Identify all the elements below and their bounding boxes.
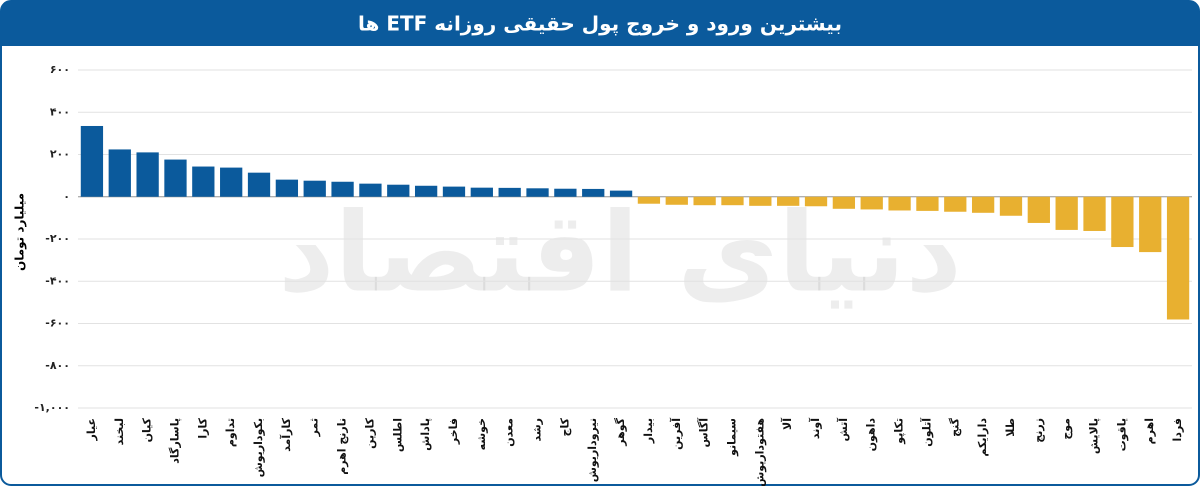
bar (303, 180, 326, 197)
x-tick-label: سیمانو (725, 418, 738, 457)
bar (108, 149, 131, 197)
bar (916, 196, 939, 211)
x-tick-label: طلا (1004, 418, 1017, 437)
x-tick-label: معدن (503, 418, 516, 447)
y-tick-label: -۴۰۰ (45, 274, 70, 287)
y-tick-label: ۶۰۰ (50, 63, 70, 76)
x-tick-label: کیان (141, 417, 154, 442)
x-tick-label: بیدار (642, 418, 655, 444)
x-tick-label: آگاس (697, 418, 711, 448)
x-tick-label: پالایش (1088, 418, 1101, 454)
x-tick-label: داهون (865, 418, 878, 452)
watermark: دنیای اقتصاد (278, 188, 962, 316)
bar (1055, 196, 1078, 230)
bar (275, 179, 299, 197)
x-tick-label: گوهر (614, 417, 627, 446)
bar (1139, 196, 1162, 253)
bar (1166, 196, 1190, 320)
x-tick-label: یاقوت (1115, 418, 1128, 451)
bar (470, 187, 493, 197)
x-tick-label: پاداش (419, 418, 432, 451)
x-tick-label: پاسارگاد (168, 418, 181, 464)
bar (1083, 196, 1106, 231)
x-tick-label: آفرین (669, 418, 683, 450)
bar (637, 196, 661, 204)
x-tick-label: دارایکم (976, 418, 989, 457)
bar (693, 196, 716, 206)
y-tick-label: ۴۰۰ (50, 105, 70, 118)
bar (331, 181, 354, 197)
x-tick-label: اطلس (391, 418, 404, 452)
x-tick-label: آتش (836, 418, 850, 442)
x-tick-label: بکوداریوش (252, 418, 265, 477)
x-tick-label: اهرم (1143, 418, 1156, 444)
x-tick-label: کارا (196, 417, 209, 438)
bar (749, 196, 772, 206)
bar (1027, 196, 1050, 223)
y-tick-label: -۱,۰۰۰ (34, 401, 70, 414)
bar (888, 196, 911, 211)
y-tick-label: -۲۰۰ (45, 232, 70, 245)
y-tick-label: -۸۰۰ (45, 359, 70, 372)
y-tick-label: ۲۰۰ (50, 148, 70, 161)
bar (665, 196, 688, 205)
x-tick-label: تکاپو (893, 418, 906, 445)
x-tick-label: موج (1060, 418, 1074, 440)
bar (999, 196, 1023, 216)
bar (247, 172, 271, 197)
x-tick-label: فردا (1171, 418, 1184, 441)
bar (498, 187, 521, 197)
y-tick-label: -۶۰۰ (45, 317, 70, 330)
bar (609, 190, 633, 197)
x-tick-label: عیار (85, 418, 98, 441)
y-axis-label: میلیارد تومان (13, 193, 28, 271)
y-tick-label: ۰ (63, 190, 70, 203)
bar (944, 196, 967, 212)
x-tick-label: آلا (780, 418, 794, 430)
bar (359, 183, 382, 197)
bar (192, 166, 215, 197)
bar (414, 185, 438, 197)
x-tick-label: نیروداریوش (586, 418, 599, 482)
x-tick-label: کاج (558, 417, 572, 436)
x-tick-label: تداوم (224, 418, 237, 447)
bar (220, 167, 243, 197)
x-tick-label: هفتوداریوش (753, 418, 766, 486)
bar (164, 159, 187, 197)
bar (387, 184, 410, 197)
bar (860, 196, 883, 210)
bar (1111, 196, 1134, 248)
bar (832, 196, 856, 209)
bar (804, 196, 828, 207)
title-bar (1, 1, 1199, 46)
bar (442, 186, 466, 197)
x-tick-label: آوند (808, 418, 822, 439)
x-tick-label: آتلون (919, 418, 933, 447)
chart-title: بیشترین ورود و خروج پول حقیقی روزانه ETF… (358, 12, 842, 37)
x-tick-label: فاخر (447, 418, 460, 445)
x-tick-label: کارین (363, 417, 376, 448)
bar (80, 125, 104, 197)
x-tick-label: رشد (531, 418, 544, 442)
bar (554, 188, 577, 197)
bar (721, 196, 744, 206)
bar (777, 196, 800, 206)
x-tick-label: ثمر (308, 418, 321, 437)
x-tick-label: گنج (948, 417, 961, 436)
bar (582, 188, 605, 197)
x-tick-label: خوشه (475, 418, 488, 450)
bar (136, 152, 159, 197)
x-tick-label: کارآمد (279, 417, 293, 451)
bar (971, 196, 995, 213)
x-tick-label: زرنج (1032, 418, 1045, 443)
x-tick-label: نارنج اهرم (336, 418, 349, 475)
x-tick-label: لبخند (113, 418, 126, 445)
bar (526, 188, 549, 197)
